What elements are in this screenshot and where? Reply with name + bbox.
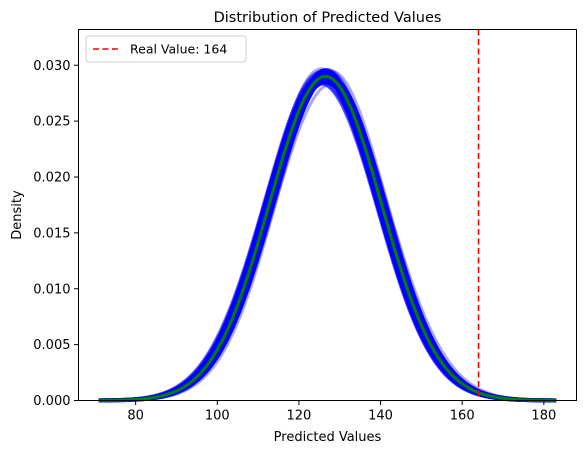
legend: Real Value: 164	[85, 35, 247, 63]
x-axis-ticks: 80 100 120 140 160 180	[127, 400, 556, 424]
y-tick-label: 0.025	[33, 115, 70, 130]
legend-label-real-value: Real Value: 164	[130, 42, 227, 57]
y-tick-label: 0.010	[33, 282, 70, 297]
x-tick-label: 180	[531, 409, 556, 424]
x-tick-label: 120	[287, 409, 312, 424]
x-tick-label: 140	[368, 409, 393, 424]
legend-box	[85, 35, 247, 63]
y-axis-ticks: 0.000 0.005 0.010 0.015 0.020 0.025 0.030	[33, 59, 79, 409]
axes-frame	[78, 29, 577, 401]
x-tick-label: 160	[450, 409, 475, 424]
x-tick-label: 100	[205, 409, 230, 424]
y-tick-label: 0.015	[33, 226, 70, 241]
chart-title: Distribution of Predicted Values	[214, 10, 442, 26]
y-axis-label: Density	[10, 190, 25, 240]
y-tick-label: 0.005	[33, 338, 70, 353]
x-tick-label: 80	[127, 409, 144, 424]
y-tick-label: 0.030	[33, 59, 70, 74]
y-tick-label: 0.020	[33, 171, 70, 186]
y-tick-label: 0.000	[33, 394, 70, 409]
mean-density-curve	[98, 74, 557, 402]
x-axis-label: Predicted Values	[274, 430, 382, 445]
plot-area	[98, 29, 557, 403]
